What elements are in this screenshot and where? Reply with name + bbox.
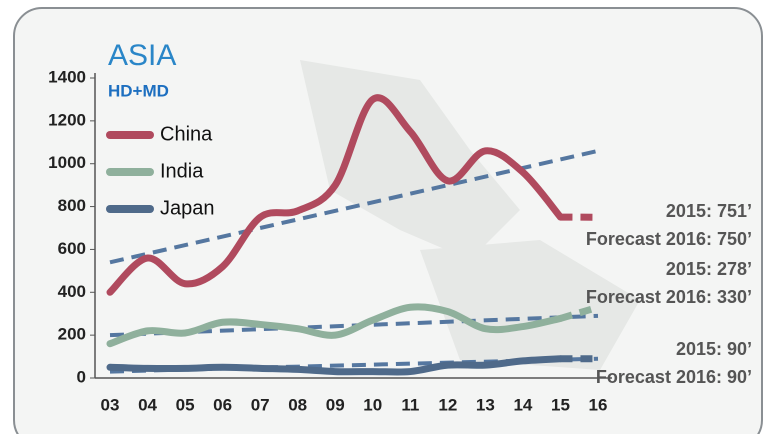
legend-label: India <box>160 160 204 182</box>
x-tick-label: 03 <box>101 395 120 414</box>
y-tick-label: 1200 <box>48 110 86 129</box>
annotation: 2015: 751’ <box>666 201 752 221</box>
y-tick-label: 1000 <box>48 153 86 172</box>
line-series <box>106 355 564 376</box>
trend-line <box>109 148 599 265</box>
annotation: Forecast 2016: 330’ <box>586 287 752 307</box>
y-tick-label: 400 <box>58 282 86 301</box>
x-tick-label: 14 <box>513 395 532 414</box>
x-tick-label: 08 <box>288 395 307 414</box>
forecast-segment <box>559 303 599 322</box>
legend-label: China <box>160 123 213 145</box>
annotation: Forecast 2016: 750’ <box>586 229 752 249</box>
annotation: 2015: 90’ <box>676 339 752 359</box>
y-tick-label: 800 <box>58 196 86 215</box>
x-tick-label: 15 <box>551 395 570 414</box>
y-tick-label: 200 <box>58 325 86 344</box>
x-tick-label: 05 <box>176 395 195 414</box>
annotation: Forecast 2016: 90’ <box>596 367 752 387</box>
x-tick-label: 10 <box>363 395 382 414</box>
x-tick-label: 04 <box>138 395 157 414</box>
chart-title: ASIA <box>108 39 176 72</box>
line-series <box>106 94 564 296</box>
legend-label: Japan <box>160 197 215 219</box>
x-tick-label: 12 <box>438 395 457 414</box>
line-series <box>106 303 564 348</box>
y-tick-label: 0 <box>77 367 86 386</box>
x-tick-label: 11 <box>401 395 419 414</box>
annotation: 2015: 278’ <box>666 259 752 279</box>
x-tick-label: 16 <box>589 395 608 414</box>
y-tick-label: 600 <box>58 239 86 258</box>
x-tick-label: 09 <box>326 395 345 414</box>
x-tick-label: 13 <box>476 395 495 414</box>
y-tick-label: 1400 <box>48 67 86 86</box>
map-background <box>300 60 640 370</box>
x-tick-label: 06 <box>213 395 232 414</box>
chart-subtitle: HD+MD <box>108 81 169 100</box>
x-tick-label: 07 <box>251 395 270 414</box>
